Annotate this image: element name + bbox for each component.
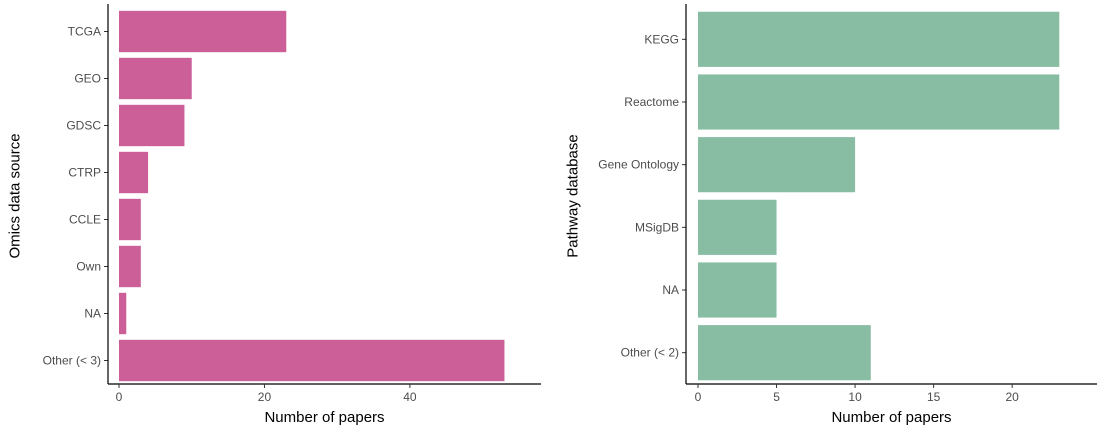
right-bar-3 bbox=[698, 199, 777, 255]
left-x-axis-title: Number of papers bbox=[264, 409, 384, 426]
left-bar-5 bbox=[119, 245, 141, 288]
right-x-axis-title: Number of papers bbox=[831, 409, 951, 426]
right-xtick-label-1: 5 bbox=[773, 390, 780, 404]
left-ytick-label-7: Other (< 3) bbox=[43, 354, 101, 368]
right-xtick-label-3: 15 bbox=[927, 390, 941, 404]
left-bar-3 bbox=[119, 151, 149, 194]
left-ytick-label-6: NA bbox=[84, 307, 101, 321]
right-xtick-label-0: 0 bbox=[695, 390, 702, 404]
left-ytick-label-4: CCLE bbox=[69, 213, 101, 227]
right-ytick-label-3: MSigDB bbox=[635, 220, 679, 234]
right-ytick-label-4: NA bbox=[662, 283, 679, 297]
left-bar-0 bbox=[119, 10, 287, 53]
left-bar-7 bbox=[119, 339, 505, 382]
right-ytick-label-0: KEGG bbox=[644, 32, 679, 46]
left-bar-2 bbox=[119, 104, 185, 147]
left-ytick-label-2: GDSC bbox=[66, 119, 101, 133]
right-y-axis-title: Pathway database bbox=[564, 134, 581, 257]
left-ytick-label-5: Own bbox=[76, 260, 101, 274]
right-ytick-label-2: Gene Ontology bbox=[598, 158, 679, 172]
right-xtick-label-2: 10 bbox=[848, 390, 862, 404]
left-y-axis-title: Omics data source bbox=[6, 133, 23, 258]
right-bar-0 bbox=[698, 11, 1060, 67]
left-bar-6 bbox=[119, 292, 127, 335]
left-xtick-label-1: 20 bbox=[258, 390, 272, 404]
right-ytick-label-1: Reactome bbox=[624, 95, 679, 109]
left-ytick-label-0: TCGA bbox=[68, 25, 101, 39]
left-xtick-label-2: 40 bbox=[403, 390, 417, 404]
left-ytick-label-3: CTRP bbox=[68, 166, 101, 180]
left-ytick-label-1: GEO bbox=[74, 72, 101, 86]
left-xtick-label-0: 0 bbox=[116, 390, 123, 404]
left-bar-1 bbox=[119, 57, 192, 100]
right-bar-1 bbox=[698, 74, 1060, 130]
right-ytick-label-5: Other (< 2) bbox=[621, 346, 679, 360]
right-xtick-label-4: 20 bbox=[1005, 390, 1019, 404]
left-bar-4 bbox=[119, 198, 141, 241]
right-bar-2 bbox=[698, 137, 856, 193]
right-bar-5 bbox=[698, 325, 871, 381]
right-bar-4 bbox=[698, 262, 777, 318]
